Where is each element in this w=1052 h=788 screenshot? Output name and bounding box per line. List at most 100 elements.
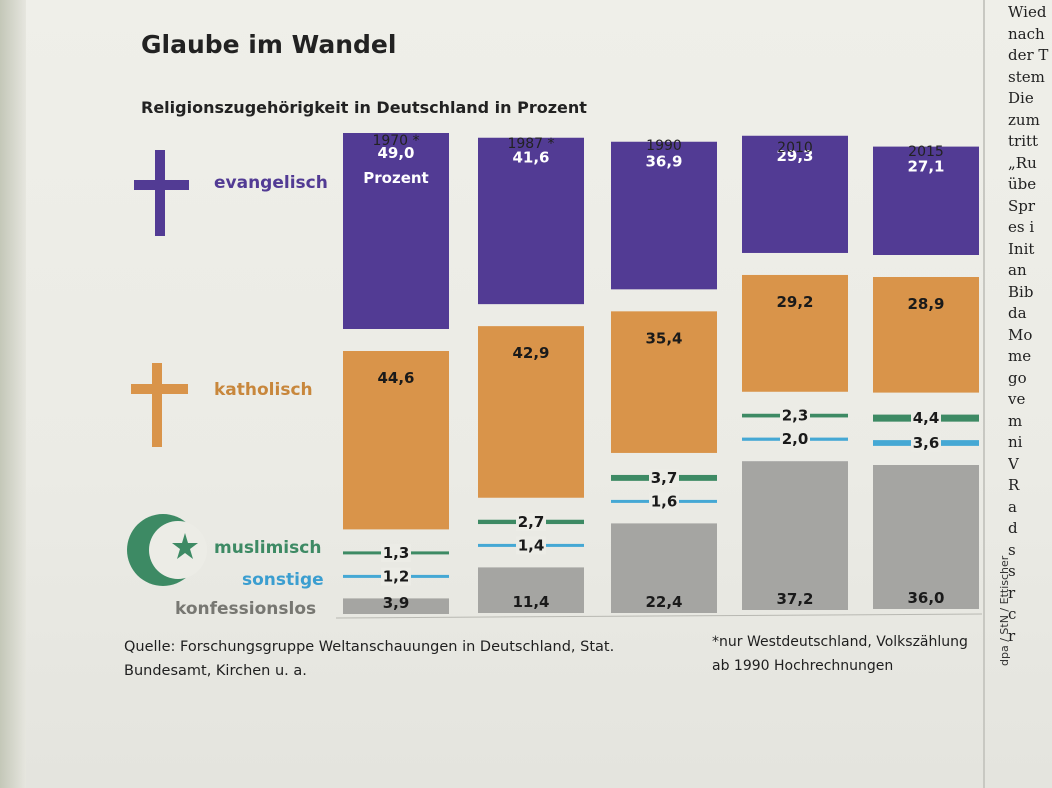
value-label-background	[516, 512, 546, 531]
cross-icon	[134, 150, 189, 236]
value-label-background	[516, 536, 546, 555]
footnote: *nur Westdeutschland, Volkszählung ab 19…	[712, 634, 968, 674]
cross-icon-vertical	[152, 363, 162, 447]
neighbour-text-line: s	[1008, 562, 1016, 580]
star-icon	[172, 533, 198, 559]
neighbour-text-line: ni	[1008, 433, 1023, 451]
value-label-sonstige: 2,0	[782, 430, 809, 448]
bar-katholisch	[611, 311, 717, 453]
bar-katholisch	[742, 274, 848, 392]
value-label-muslimisch: 1,3	[383, 544, 410, 562]
neighbour-text-line: Bib	[1008, 282, 1034, 301]
value-label-background	[381, 543, 411, 562]
neighbour-text-line: übe	[1008, 175, 1037, 193]
column-divider	[983, 0, 985, 788]
year-tick-label: 1970 *	[372, 133, 419, 149]
neighbour-text-line: r	[1008, 583, 1016, 602]
value-label-katholisch: 29,2	[776, 293, 813, 311]
legend-label-muslimisch: muslimisch	[214, 538, 321, 558]
bar-konfessionslos	[611, 523, 717, 613]
value-label-background	[780, 430, 810, 449]
legend-label-katholisch: katholisch	[214, 380, 313, 400]
neighbour-text-line: m	[1008, 411, 1023, 430]
value-label-sonstige: 1,4	[518, 536, 545, 554]
year-tick-label: 2015	[908, 144, 944, 160]
value-label-background	[649, 468, 679, 487]
neighbour-text-line: d	[1008, 519, 1018, 537]
cross-icon	[131, 363, 188, 447]
legend-label-sonstige: sonstige	[242, 570, 324, 590]
year-tick-label: 1987 *	[507, 136, 554, 152]
bar-evangelisch	[873, 146, 979, 255]
neighbour-text-line: an	[1008, 261, 1027, 279]
value-label-background	[911, 409, 941, 428]
year-tick-label: 2010	[777, 140, 813, 156]
value-label-background	[911, 434, 941, 452]
neighbour-text-line: me	[1008, 347, 1032, 365]
neighbour-text-line: zum	[1008, 110, 1040, 129]
chart-subtitle: Religionszugehörigkeit in Deutschland in…	[141, 98, 587, 117]
value-label-evangelisch: 36,9	[645, 153, 682, 171]
value-label-muslimisch: 4,4	[913, 409, 940, 427]
bar-konfessionslos	[873, 465, 979, 609]
value-label-konfessionslos: 22,4	[645, 593, 682, 611]
neighbour-text-line: nach	[1008, 24, 1045, 43]
bar-katholisch	[343, 351, 449, 530]
chart-baseline	[335, 613, 983, 619]
value-label-katholisch: 42,9	[512, 344, 549, 362]
neighbour-text-line: Init	[1008, 239, 1035, 258]
crescent-cutout	[149, 521, 207, 579]
bar-katholisch	[873, 277, 979, 393]
crescent-star-icon	[127, 514, 207, 586]
value-label-konfessionslos: 36,0	[907, 589, 944, 607]
neighbour-text-line: ve	[1008, 390, 1026, 408]
cross-icon-horizontal	[134, 180, 189, 190]
neighbour-text-line: a	[1008, 497, 1017, 516]
cross-icon-vertical	[155, 150, 165, 236]
neighbour-text-line: tritt	[1008, 132, 1039, 150]
value-label-katholisch: 44,6	[377, 369, 414, 387]
neighbour-text-line: R	[1008, 476, 1020, 494]
value-label-katholisch: 35,4	[645, 329, 682, 347]
neighbour-text-line: go	[1008, 368, 1027, 387]
value-label-background	[381, 567, 411, 586]
bar-konfessionslos	[478, 567, 584, 613]
value-label-konfessionslos: 11,4	[512, 593, 549, 611]
neighbour-text-line: Wied	[1008, 3, 1047, 21]
value-label-background	[649, 492, 679, 511]
value-label-sonstige: 3,6	[913, 434, 940, 452]
credit-line: dpa / StN / Ettischer	[998, 555, 1011, 666]
neighbour-text-line: s	[1008, 540, 1016, 559]
page-edge-shadow	[0, 0, 26, 788]
legend-label-konfessionslos: konfessionslos	[175, 599, 316, 619]
value-label-sonstige: 1,2	[383, 567, 410, 585]
neighbour-article-column: Wied nach der T stem Die zum tritt „Ru übe Spr es …	[1008, 2, 1052, 782]
value-label-konfessionslos: 3,9	[383, 594, 410, 612]
source-note: Quelle: Forschungsgruppe Weltanschauunge…	[124, 639, 615, 679]
bar-evangelisch	[611, 141, 717, 290]
year-tick-label: 1990	[646, 138, 682, 154]
value-label-muslimisch: 2,7	[518, 513, 545, 531]
chart-title: Glaube im Wandel	[141, 30, 397, 59]
value-label-sonstige: 1,6	[651, 492, 678, 510]
bar-evangelisch	[343, 133, 449, 329]
neighbour-text-line: es i	[1008, 218, 1035, 236]
bar-evangelisch	[478, 137, 584, 305]
value-label-muslimisch: 3,7	[651, 469, 678, 487]
neighbour-text-line: „Ru	[1008, 153, 1037, 172]
neighbour-text-line: stem	[1008, 67, 1045, 86]
bar-evangelisch	[742, 135, 848, 253]
value-label-evangelisch: 41,6	[512, 149, 549, 167]
value-label-evangelisch: 29,3	[776, 147, 813, 165]
neighbour-text-line: Mo	[1008, 325, 1033, 344]
bar-konfessionslos	[742, 461, 848, 610]
legend-label-evangelisch: evangelisch	[214, 173, 328, 193]
neighbour-text-line: der T	[1008, 46, 1049, 64]
neighbour-text-line: Spr	[1008, 196, 1036, 215]
bar-katholisch	[478, 326, 584, 498]
neighbour-text-line: da	[1008, 304, 1027, 322]
neighbour-text-line: r	[1008, 626, 1016, 645]
value-label-katholisch: 28,9	[907, 295, 944, 313]
value-label-background	[780, 406, 810, 425]
